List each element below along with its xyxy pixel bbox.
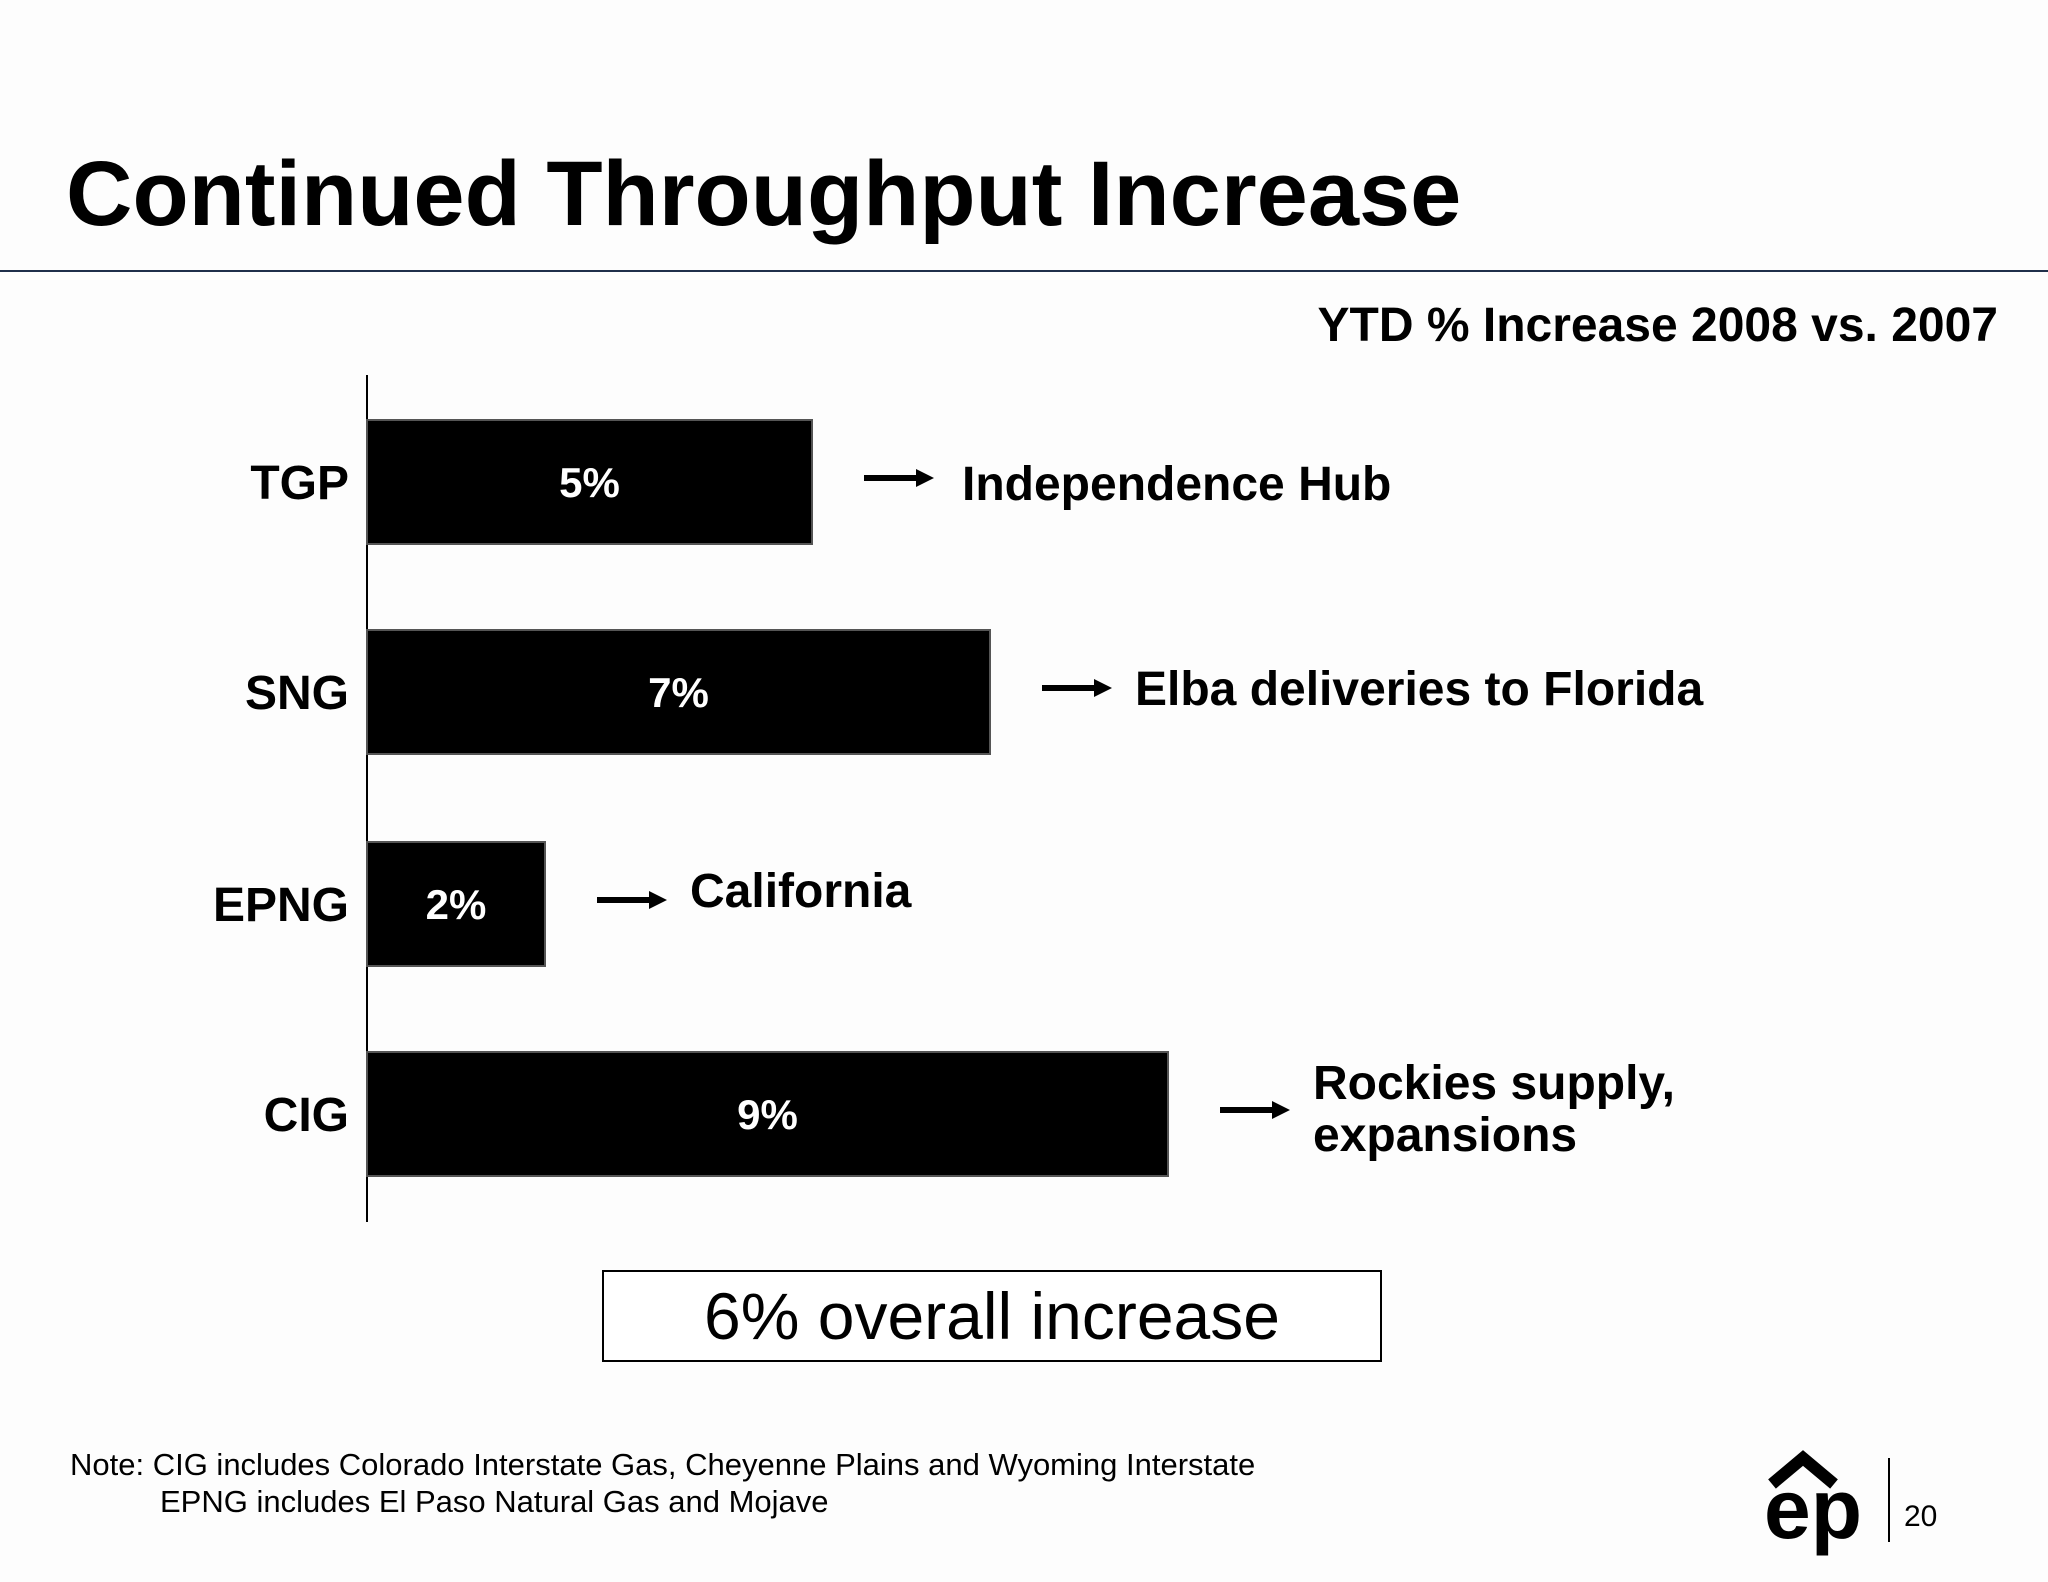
category-label-cig: CIG (264, 1089, 349, 1142)
arrow-icon-epng (597, 891, 667, 909)
slide-title: Continued Throughput Increase (66, 143, 1462, 245)
category-label-tgp: TGP (250, 457, 349, 510)
arrow-icon-sng (1042, 679, 1112, 697)
title-divider (0, 270, 2048, 272)
logo-text: ep (1764, 1462, 1862, 1556)
chart-subtitle: YTD % Increase 2008 vs. 2007 (1317, 299, 1998, 352)
callout-cig-line2: expansions (1313, 1109, 1578, 1162)
data-label-epng: 2% (426, 881, 487, 928)
bar-sng (366, 629, 991, 755)
page-number: 20 (1904, 1500, 1938, 1533)
callout-tgp: Independence Hub (962, 458, 1392, 511)
data-label-cig: 9% (737, 1091, 798, 1138)
bar-cig (366, 1051, 1169, 1177)
callout-epng: California (690, 865, 912, 918)
data-label-tgp: 5% (559, 459, 620, 506)
overall-increase-box: 6% overall increase (602, 1270, 1382, 1362)
data-label-sng: 7% (648, 669, 709, 716)
bar-epng (366, 841, 546, 967)
bar-tgp (366, 419, 813, 545)
ep-logo-icon: ep (1764, 1450, 1862, 1556)
callout-cig-line1: Rockies supply, (1313, 1057, 1675, 1110)
arrow-icon-cig (1220, 1101, 1290, 1119)
callout-cig: Rockies supply, expansions (1313, 1058, 1675, 1162)
callout-sng: Elba deliveries to Florida (1135, 663, 1704, 716)
category-label-sng: SNG (245, 667, 349, 720)
footnote-line-2: EPNG includes El Paso Natural Gas and Mo… (160, 1484, 829, 1519)
logo-divider (1888, 1458, 1890, 1542)
footnote: Note: CIG includes Colorado Interstate G… (70, 1446, 1255, 1520)
arrow-icon-tgp (864, 469, 934, 487)
category-label-epng: EPNG (213, 879, 349, 932)
footnote-line-1: Note: CIG includes Colorado Interstate G… (70, 1447, 1256, 1482)
